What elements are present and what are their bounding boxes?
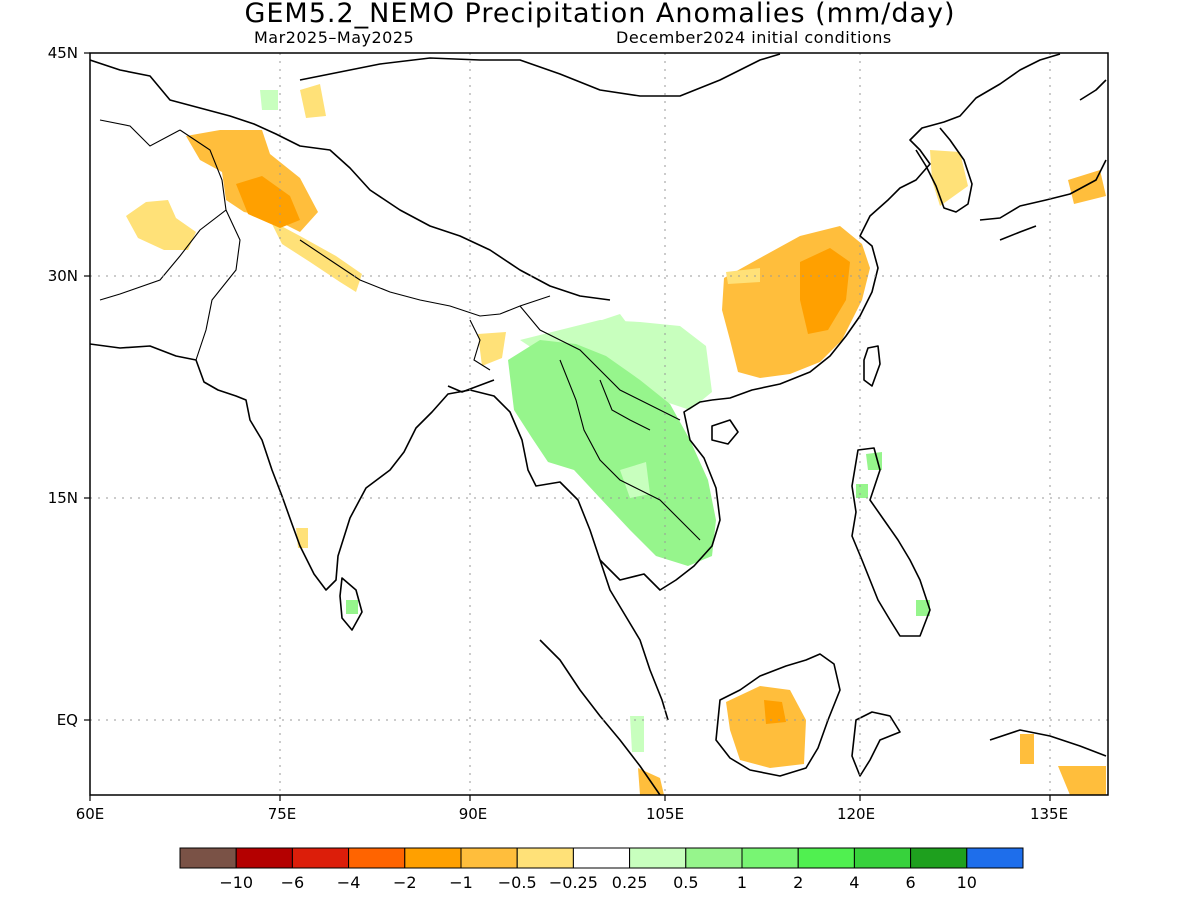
anomaly-central-asia xyxy=(300,84,326,118)
colorbar-swatch xyxy=(853,847,912,869)
colorbar-label: 4 xyxy=(849,873,859,892)
coast-sri-lanka xyxy=(339,577,363,631)
colorbar-swatch xyxy=(629,847,687,869)
coast-central-asia xyxy=(90,59,611,301)
colorbar-swatch xyxy=(404,847,462,869)
colorbar-label: −0.5 xyxy=(498,873,537,892)
lon-label: 75E xyxy=(268,805,297,823)
map-title: GEM5.2_NEMO Precipitation Anomalies (mm/… xyxy=(244,0,956,29)
colorbar-label: −1 xyxy=(449,873,473,892)
latitude-labels: 45N 30N 15N EQ xyxy=(48,44,78,729)
colorbar-swatch xyxy=(910,847,968,869)
coast-sulawesi xyxy=(851,711,901,777)
colorbar-swatch xyxy=(516,847,574,869)
anomaly-south-china xyxy=(722,226,870,378)
anomaly-indochina xyxy=(508,340,716,566)
colorbar-label: −4 xyxy=(337,873,361,892)
graticule xyxy=(90,53,1108,795)
anomaly-north-india xyxy=(236,176,300,228)
anomaly-mindanao xyxy=(916,600,930,616)
anomaly-borneo xyxy=(726,686,806,768)
lon-label: 60E xyxy=(76,805,105,823)
colorbar-swatch xyxy=(741,847,799,869)
lat-label: 30N xyxy=(48,267,78,285)
colorbar-label: 6 xyxy=(906,873,916,892)
colorbar-swatch xyxy=(348,847,406,869)
coast-north-border xyxy=(299,53,781,97)
initial-conditions: December2024 initial conditions xyxy=(616,28,892,47)
colorbar-swatch xyxy=(460,847,518,869)
anomaly-thailand-light xyxy=(620,462,650,498)
colorbar-label: 2 xyxy=(793,873,803,892)
coastlines xyxy=(90,53,1107,795)
colorbar-swatch xyxy=(179,847,237,869)
coast-new-guinea xyxy=(989,729,1107,757)
coast-sumatra xyxy=(539,639,661,795)
colorbar: −10 −6 −4 −2 −1 −0.5 −0.25 0.25 0.5 1 2 4 6 10 xyxy=(179,847,1024,892)
axis-ticks xyxy=(84,52,1051,801)
lat-label: EQ xyxy=(57,711,78,729)
anomaly-myanmar-north xyxy=(596,314,632,344)
anomaly-new-guinea xyxy=(1058,766,1106,795)
borders xyxy=(99,119,701,541)
coast-borneo xyxy=(715,653,841,777)
anomaly-wet-areas xyxy=(260,90,930,752)
colorbar-label: −6 xyxy=(281,873,305,892)
anomaly-korea xyxy=(930,150,968,206)
lon-label: 135E xyxy=(1030,805,1068,823)
anomaly-bangladesh xyxy=(478,332,506,366)
lon-label: 90E xyxy=(459,805,488,823)
colorbar-swatch xyxy=(797,847,855,869)
anomaly-tibet xyxy=(260,90,278,110)
lat-label: 45N xyxy=(48,44,78,62)
anomaly-himalaya-strip xyxy=(270,220,362,292)
forecast-period: Mar2025–May2025 xyxy=(254,28,415,47)
colorbar-swatch xyxy=(685,847,743,869)
anomaly-sumatra xyxy=(630,716,644,752)
plot-frame xyxy=(89,52,1109,796)
anomaly-borneo-core xyxy=(764,700,786,724)
anomaly-dry-areas xyxy=(126,84,1106,795)
lat-label: 15N xyxy=(48,489,78,507)
colorbar-label: −2 xyxy=(393,873,417,892)
colorbar-swatch xyxy=(235,847,293,869)
colorbar-label: 0.25 xyxy=(612,873,648,892)
coast-hainan xyxy=(711,419,739,445)
anomaly-philippines-2 xyxy=(856,484,868,498)
colorbar-label: 10 xyxy=(957,873,977,892)
colorbar-label: −10 xyxy=(219,873,253,892)
coast-asia-mainland xyxy=(90,343,669,721)
colorbar-label: −0.25 xyxy=(549,873,598,892)
anomaly-japan xyxy=(1068,170,1106,204)
anomaly-south-china-core xyxy=(800,248,850,334)
longitude-labels: 60E 75E 90E 105E 120E 135E xyxy=(76,805,1068,823)
anomaly-east-china-coast xyxy=(726,268,760,284)
coast-japan xyxy=(979,79,1107,241)
colorbar-swatch xyxy=(291,847,350,869)
lon-label: 120E xyxy=(837,805,875,823)
anomaly-afghanistan xyxy=(126,200,196,250)
coast-indochina xyxy=(599,399,721,591)
coast-south-china xyxy=(711,53,1061,401)
colorbar-swatch xyxy=(572,847,631,869)
anomaly-sulawesi xyxy=(1020,734,1034,764)
lon-label: 105E xyxy=(646,805,684,823)
coast-korea xyxy=(915,127,973,213)
anomaly-sri-lanka xyxy=(346,600,358,614)
colorbar-swatch xyxy=(966,847,1024,869)
colorbar-label: 0.5 xyxy=(673,873,698,892)
colorbar-label: 1 xyxy=(737,873,747,892)
coast-taiwan xyxy=(863,345,881,387)
coast-philippines xyxy=(851,447,931,637)
